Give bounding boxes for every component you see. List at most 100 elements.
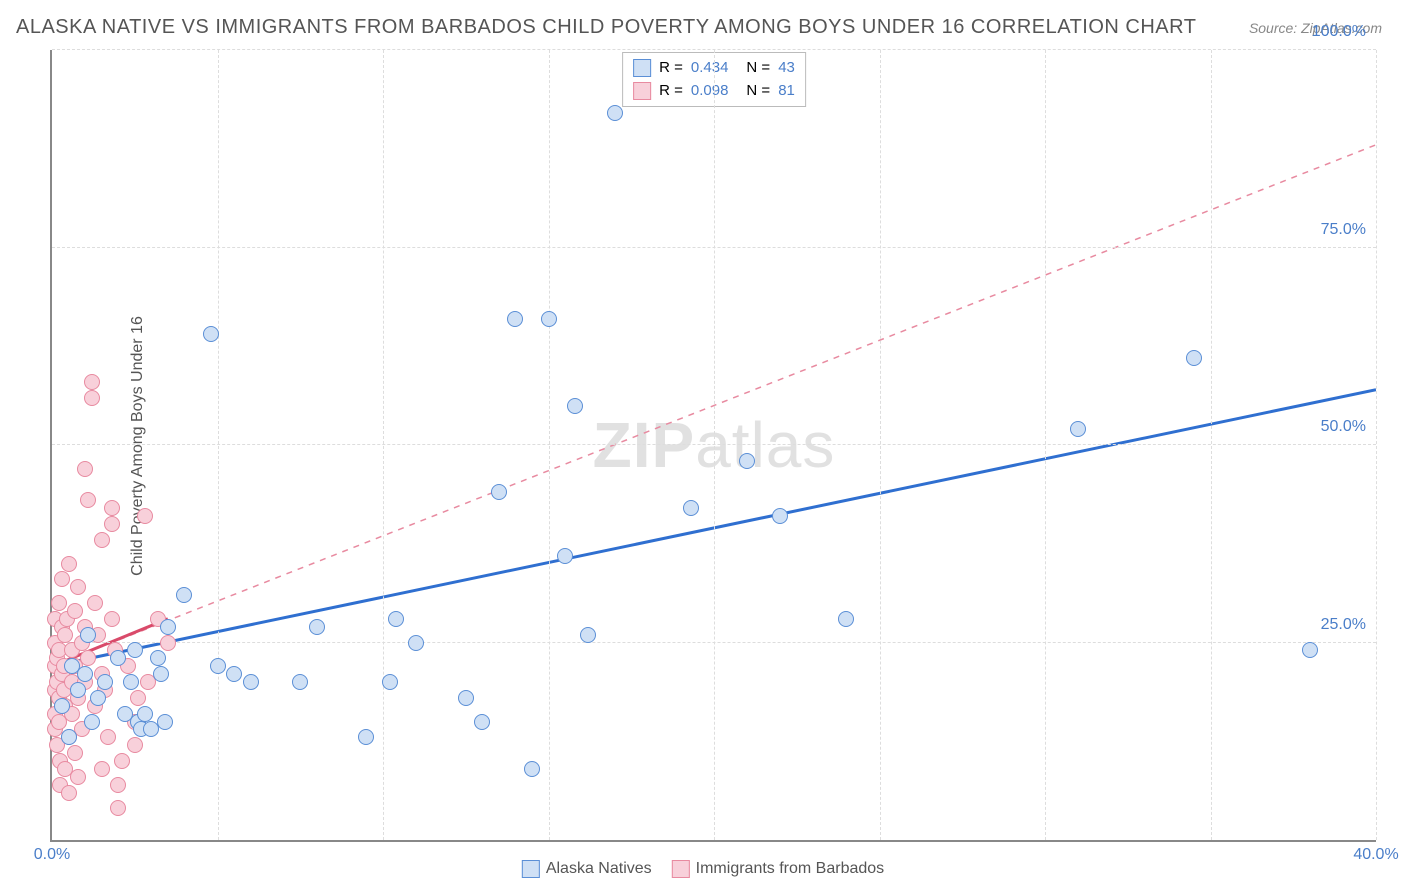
data-point <box>541 311 557 327</box>
y-tick-label: 75.0% <box>1321 221 1366 239</box>
y-tick-label: 25.0% <box>1321 616 1366 634</box>
data-point <box>77 666 93 682</box>
data-point <box>87 595 103 611</box>
data-point <box>77 461 93 477</box>
data-point <box>51 595 67 611</box>
data-point <box>772 508 788 524</box>
data-point <box>309 619 325 635</box>
data-point <box>61 785 77 801</box>
data-point <box>70 769 86 785</box>
data-point <box>70 579 86 595</box>
data-point <box>110 650 126 666</box>
data-point <box>382 674 398 690</box>
data-point <box>557 548 573 564</box>
data-point <box>67 603 83 619</box>
data-point <box>153 666 169 682</box>
data-point <box>54 571 70 587</box>
data-point <box>104 516 120 532</box>
data-point <box>160 635 176 651</box>
gridline-v <box>1045 50 1046 840</box>
data-point <box>1070 421 1086 437</box>
data-point <box>739 453 755 469</box>
data-point <box>97 674 113 690</box>
correlation-chart: ALASKA NATIVE VS IMMIGRANTS FROM BARBADO… <box>0 0 1406 892</box>
gridline-v <box>549 50 550 840</box>
y-tick-label: 100.0% <box>1312 23 1366 41</box>
data-point <box>491 484 507 500</box>
data-point <box>358 729 374 745</box>
swatch-alaska <box>633 59 651 77</box>
x-tick-label: 0.0% <box>34 846 70 864</box>
data-point <box>203 326 219 342</box>
data-point <box>408 635 424 651</box>
data-point <box>100 729 116 745</box>
data-point <box>123 674 139 690</box>
gridline-v <box>1211 50 1212 840</box>
data-point <box>1186 350 1202 366</box>
data-point <box>84 714 100 730</box>
data-point <box>210 658 226 674</box>
data-point <box>94 532 110 548</box>
data-point <box>90 690 106 706</box>
legend-item-barbados: Immigrants from Barbados <box>672 860 885 878</box>
data-point <box>507 311 523 327</box>
data-point <box>57 627 73 643</box>
n-value-barbados: 81 <box>778 80 795 103</box>
data-point <box>104 500 120 516</box>
data-point <box>80 492 96 508</box>
data-point <box>80 627 96 643</box>
data-point <box>54 698 70 714</box>
gridline-v <box>880 50 881 840</box>
data-point <box>292 674 308 690</box>
data-point <box>70 682 86 698</box>
data-point <box>61 556 77 572</box>
plot-area: ZIPatlas R = 0.434 N = 43 R = 0.098 N = … <box>50 50 1376 842</box>
data-point <box>84 390 100 406</box>
data-point <box>84 374 100 390</box>
gridline-v <box>1376 50 1377 840</box>
data-point <box>150 650 166 666</box>
n-value-alaska: 43 <box>778 57 795 80</box>
data-point <box>474 714 490 730</box>
data-point <box>114 753 130 769</box>
data-point <box>127 642 143 658</box>
data-point <box>458 690 474 706</box>
data-point <box>130 690 146 706</box>
data-point <box>683 500 699 516</box>
data-point <box>607 105 623 121</box>
data-point <box>110 777 126 793</box>
data-point <box>157 714 173 730</box>
data-point <box>1302 642 1318 658</box>
legend-item-alaska: Alaska Natives <box>522 860 652 878</box>
data-point <box>80 650 96 666</box>
data-point <box>127 737 143 753</box>
data-point <box>243 674 259 690</box>
swatch-barbados <box>633 82 651 100</box>
data-point <box>176 587 192 603</box>
chart-title: ALASKA NATIVE VS IMMIGRANTS FROM BARBADO… <box>16 16 1196 39</box>
gridline-v <box>218 50 219 840</box>
r-value-barbados: 0.098 <box>691 80 729 103</box>
data-point <box>104 611 120 627</box>
data-point <box>388 611 404 627</box>
r-value-alaska: 0.434 <box>691 57 729 80</box>
data-point <box>67 745 83 761</box>
swatch-alaska <box>522 860 540 878</box>
data-point <box>160 619 176 635</box>
data-point <box>838 611 854 627</box>
x-tick-label: 40.0% <box>1353 846 1398 864</box>
gridline-v <box>383 50 384 840</box>
swatch-barbados <box>672 860 690 878</box>
data-point <box>226 666 242 682</box>
y-tick-label: 50.0% <box>1321 418 1366 436</box>
data-point <box>567 398 583 414</box>
data-point <box>137 508 153 524</box>
data-point <box>524 761 540 777</box>
data-point <box>137 706 153 722</box>
data-point <box>110 800 126 816</box>
data-point <box>580 627 596 643</box>
data-point <box>61 729 77 745</box>
legend-series: Alaska Natives Immigrants from Barbados <box>522 860 884 878</box>
data-point <box>94 761 110 777</box>
gridline-v <box>714 50 715 840</box>
